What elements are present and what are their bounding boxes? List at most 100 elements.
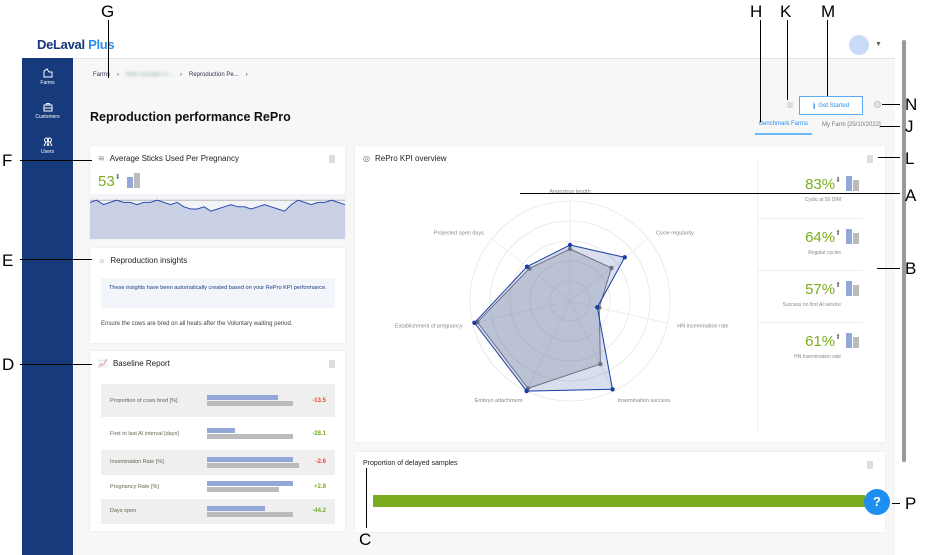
briefcase-icon	[43, 103, 52, 112]
card-title: ◎ RePro KPI overview	[363, 154, 447, 163]
radar-point[interactable]	[524, 388, 529, 394]
sidebar-item-farms[interactable]: Farms	[22, 68, 73, 86]
callout-line	[877, 268, 900, 269]
kpi-tile[interactable]: 83%⬇ Cyclic at 50 DIM	[758, 166, 863, 218]
sparkline-area	[90, 200, 345, 239]
card-title: Proportion of delayed samples	[363, 460, 458, 467]
baseline-card: 📈 Baseline Report Proportion of cows bred…	[90, 351, 345, 531]
callout-line	[880, 126, 900, 127]
radar-chart: Anoestrus length Cycle regularity HN insem…	[395, 189, 729, 404]
kpi-tile[interactable]: 64%⬆ Regular cycles	[758, 218, 863, 270]
sticks-icon: ≋	[98, 154, 105, 163]
users-icon	[43, 137, 52, 147]
farm-icon	[43, 68, 52, 78]
callout-letter: D	[2, 355, 15, 374]
book-icon[interactable]	[867, 461, 873, 469]
radar-point[interactable]	[567, 246, 573, 252]
callout-line	[827, 20, 828, 96]
benchmark-bar	[207, 487, 279, 493]
book-icon[interactable]	[329, 155, 335, 163]
callout-line	[20, 160, 92, 161]
radar-axis-label: Insemination success	[618, 398, 671, 404]
row-label: Insemination Rate [%]	[110, 459, 164, 466]
info-icon: i	[812, 100, 816, 111]
target-icon: ◎	[363, 154, 370, 163]
sidebar-item-customers[interactable]: Customers	[22, 102, 73, 120]
callout-line	[878, 157, 900, 158]
farm-bar	[207, 505, 265, 511]
kpi-value: 64%	[805, 229, 836, 246]
callout-letter: N	[905, 95, 918, 114]
delaval-plus-logo[interactable]: DeLaval Plus	[37, 37, 115, 52]
baseline-row: Days open -44.2	[101, 499, 335, 524]
row-delta: -28.1	[312, 430, 326, 437]
kpi-value: 83%	[805, 176, 836, 193]
farm-bar	[207, 395, 278, 400]
book-icon[interactable]	[867, 155, 873, 163]
kpi-tile[interactable]: 61%⬆ HN Insemination rate	[758, 322, 863, 374]
radar-series-polygon	[473, 244, 626, 392]
kpi-label: Regular cycles	[808, 250, 841, 256]
radar-point[interactable]	[609, 265, 614, 271]
sidebar-item-label: Farms	[40, 80, 55, 86]
callout-letter: B	[905, 259, 917, 278]
row-bars	[207, 456, 307, 469]
row-bars	[207, 505, 307, 518]
row-label: Pregnancy Rate [%]	[110, 483, 159, 490]
chevron-down-icon[interactable]: ▼	[875, 41, 882, 48]
benchmark-bar	[207, 434, 293, 439]
row-bars	[207, 427, 307, 440]
radar-point[interactable]	[622, 255, 627, 260]
kpi-label: Cyclic at 50 DIM	[804, 197, 841, 203]
radar-point[interactable]	[595, 305, 600, 310]
callout-letter: J	[905, 117, 914, 136]
kpi-tile[interactable]: 57%⬆ Success on first AI service	[758, 270, 863, 322]
get-started-button[interactable]: i Get Started	[799, 96, 863, 115]
delayed-samples-card: Proportion of delayed samples	[355, 452, 885, 532]
breadcrumb-farms[interactable]: Farms	[93, 72, 110, 78]
farm-bar	[207, 481, 293, 487]
gear-icon[interactable]: ⚙	[873, 100, 882, 111]
radar-point[interactable]	[524, 264, 530, 269]
book-icon[interactable]: ▥	[787, 102, 794, 109]
comparison-bars	[846, 176, 859, 191]
radar-point[interactable]	[472, 320, 477, 326]
sidebar-item-users[interactable]: Users	[22, 137, 73, 155]
breadcrumb-current[interactable]: Reproduction Pe...	[189, 72, 239, 78]
radar-point[interactable]	[598, 361, 603, 367]
baseline-row: Pregnancy Rate [%] +2.8	[101, 474, 335, 499]
callout-letter: F	[2, 151, 13, 170]
arrow-up-icon: ⬆	[835, 282, 841, 289]
book-icon[interactable]	[329, 360, 335, 368]
radar-point[interactable]	[567, 242, 573, 248]
baseline-row: Insemination Rate [%] -2.6	[101, 450, 335, 475]
tab-benchmark-farms[interactable]: Benchmark Farms	[755, 121, 812, 135]
breadcrumb-farm[interactable]: New Sandahl G...	[126, 72, 174, 78]
tab-my-farm[interactable]: My Farm [25/10/2022]	[822, 122, 881, 128]
radar-axis-label: Embryo attachment	[475, 398, 523, 404]
baseline-row: Proportion of cows bred [%] -13.5	[101, 384, 335, 417]
callout-letter: M	[821, 2, 836, 21]
help-button[interactable]: ?	[864, 489, 890, 515]
radar-point[interactable]	[610, 387, 615, 392]
kpi-overview-title: RePro KPI overview	[374, 154, 447, 163]
callout-line	[892, 503, 900, 504]
kpi-value: 57%	[805, 281, 836, 298]
sticks-value: 53	[98, 173, 115, 190]
callout-letter: C	[359, 530, 372, 549]
callout-letter: H	[750, 2, 763, 21]
insights-card: ☼ Reproduction insights These insights ha…	[90, 248, 345, 343]
chevron-right-icon: ›	[180, 72, 183, 78]
radar-axis	[569, 300, 668, 324]
farm-bar	[207, 428, 235, 433]
benchmark-bar	[207, 462, 299, 468]
radar-axis-label: HN insemination rate	[677, 323, 728, 329]
page-title: Reproduction performance RePro	[90, 110, 291, 124]
baseline-table: Proportion of cows bred [%] -13.5 First to…	[101, 384, 335, 524]
scrollbar-thumb[interactable]	[902, 40, 906, 462]
baseline-title: Baseline Report	[112, 359, 170, 368]
user-avatar[interactable]	[849, 35, 869, 55]
insights-info-box: These insights have been automatically c…	[101, 278, 335, 308]
row-label: Proportion of cows bred [%]	[110, 397, 178, 404]
callout-letter: K	[780, 2, 792, 21]
